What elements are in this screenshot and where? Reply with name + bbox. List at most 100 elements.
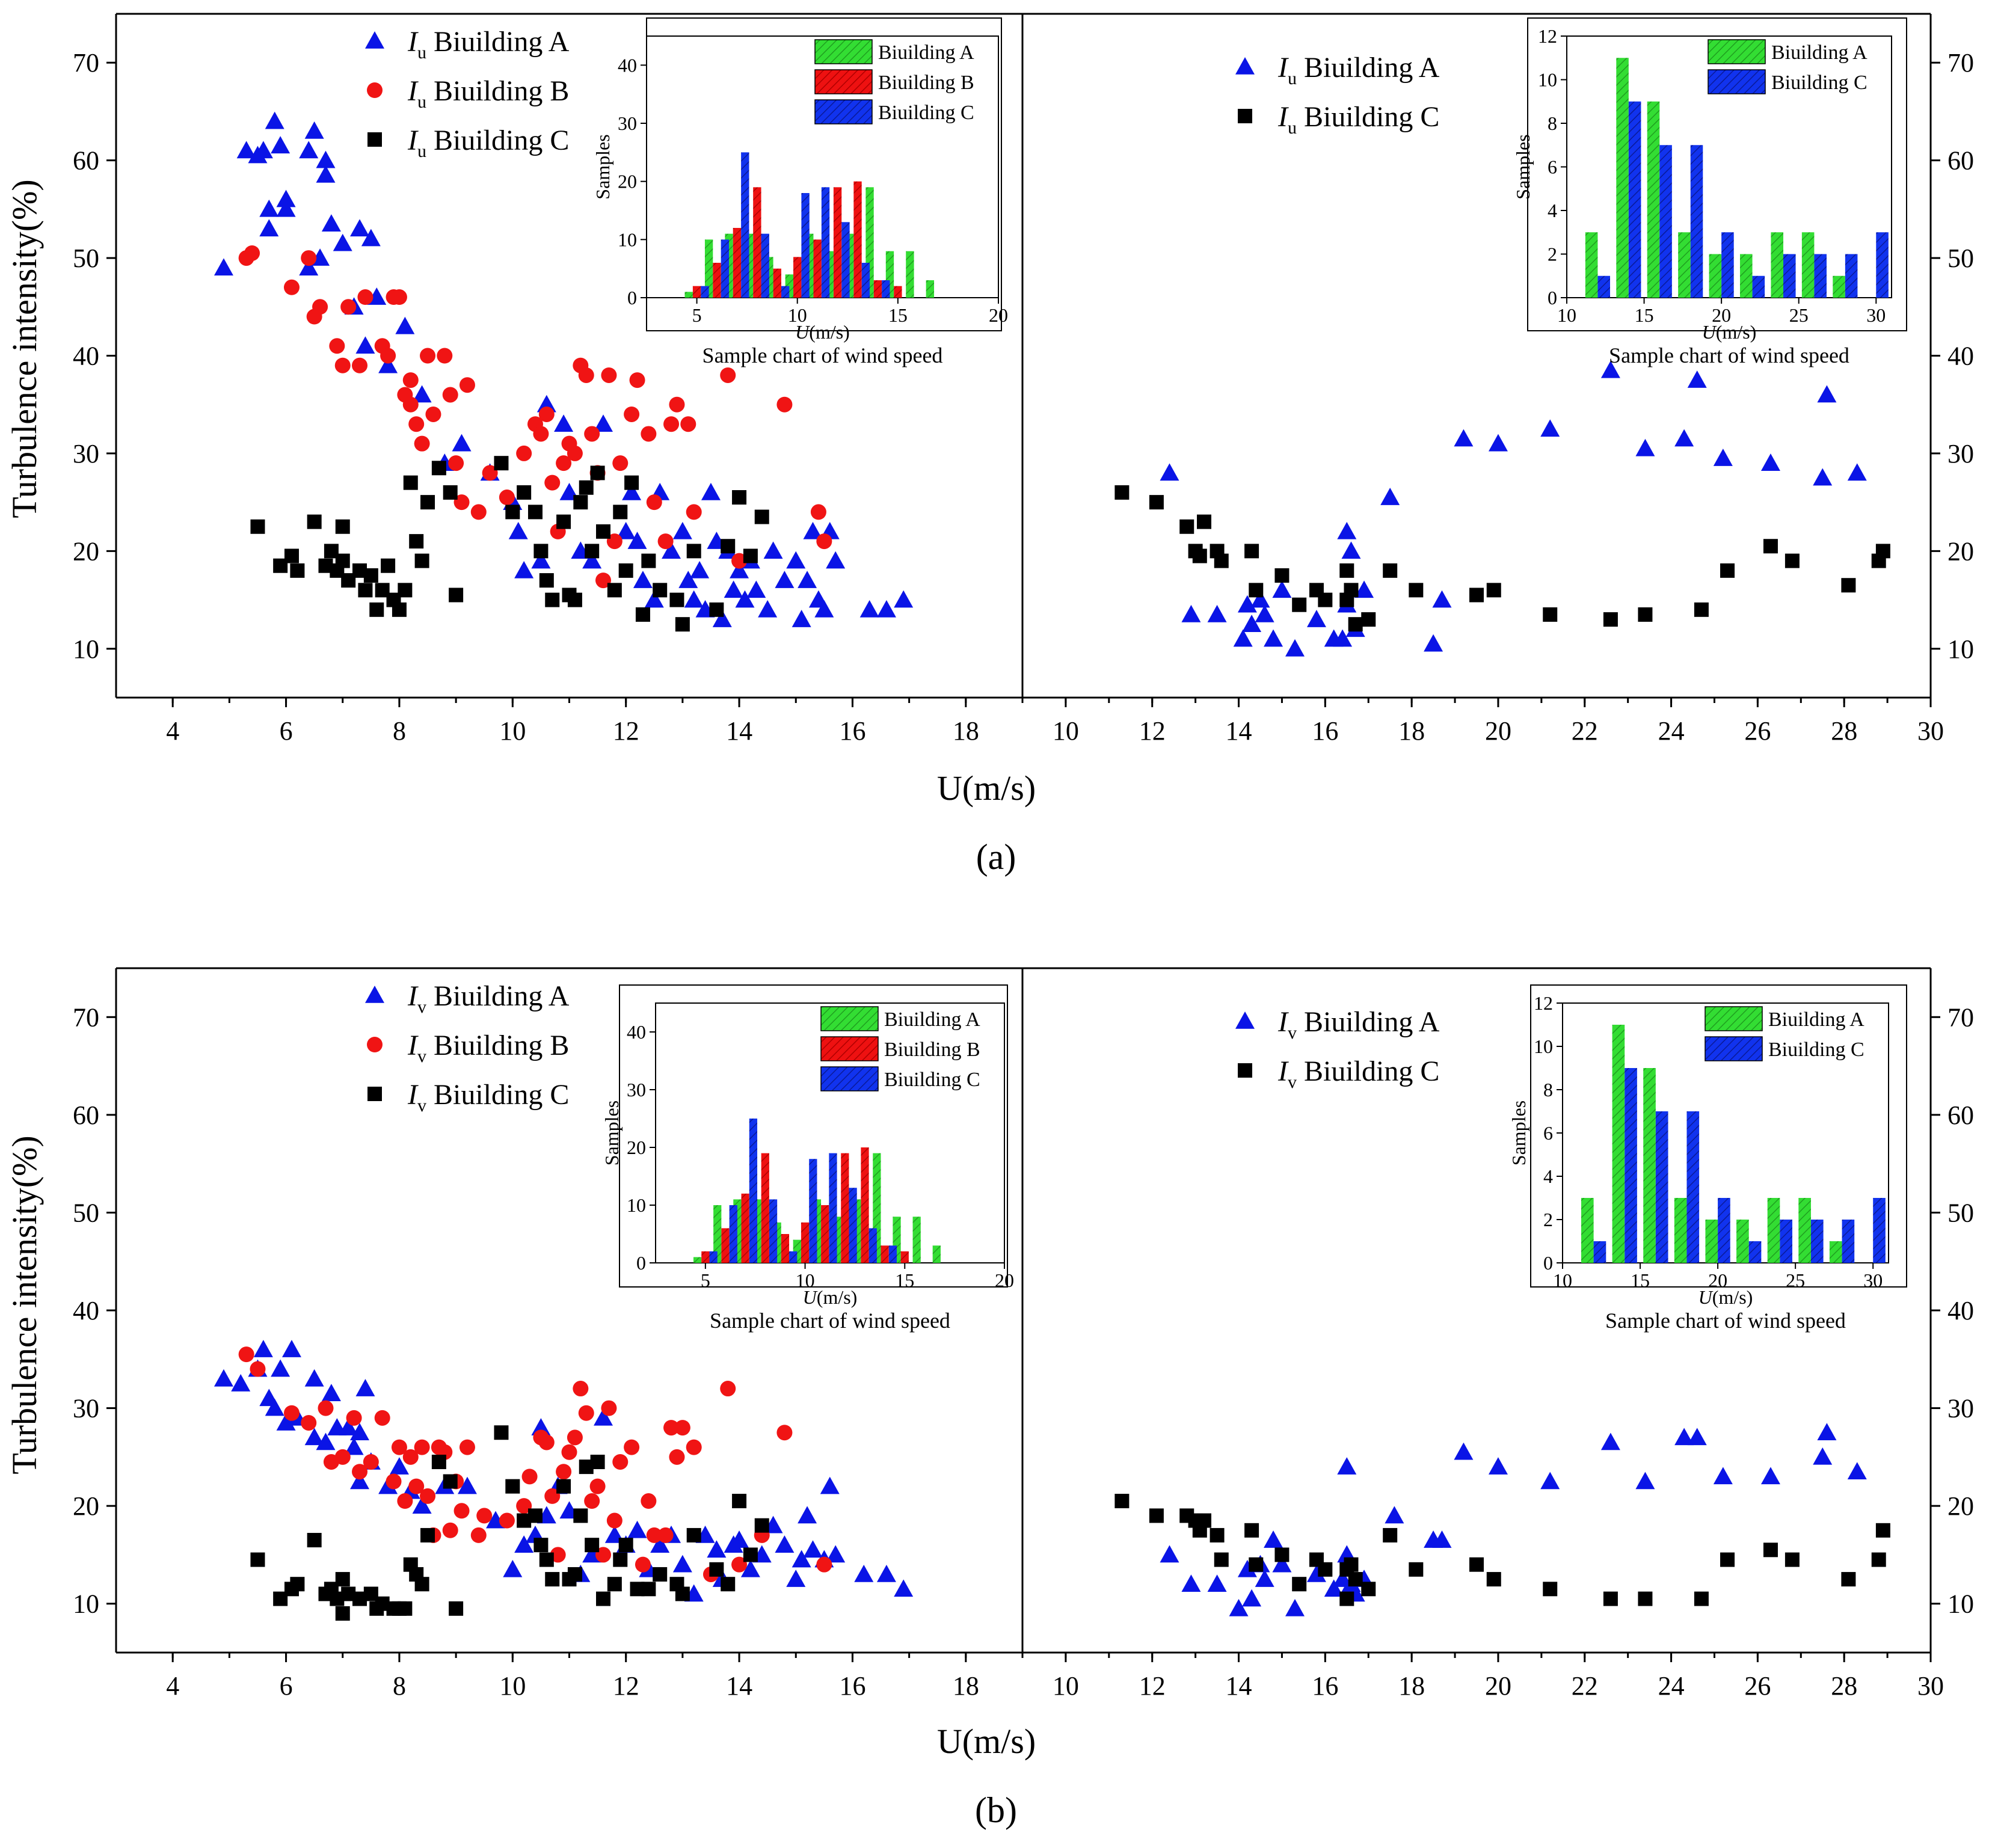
data-point-B — [283, 279, 300, 295]
data-point-C — [335, 1606, 350, 1621]
inset-title: Sample chart of wind speed — [710, 1309, 950, 1333]
data-point-A — [1229, 1598, 1249, 1616]
data-point-A — [508, 521, 528, 539]
x-tick-label: 10 — [1053, 1671, 1079, 1701]
inset-y-tick-label: 12 — [1534, 992, 1553, 1014]
bar-hblue — [841, 222, 850, 298]
data-point-B — [357, 289, 374, 305]
data-point-C — [1244, 544, 1259, 559]
data-point-C — [527, 1508, 543, 1523]
legend-label-A: Iv Biuilding A — [407, 980, 570, 1017]
bar-hblue — [1597, 275, 1610, 298]
data-point-C — [443, 485, 458, 500]
data-point-A — [321, 214, 341, 232]
x-tick-label: 24 — [1658, 716, 1685, 746]
inset-y-tick-label: 6 — [1548, 156, 1557, 178]
bar-hblue — [1814, 254, 1827, 298]
data-point-C — [1114, 485, 1130, 500]
data-point-C — [1249, 1557, 1264, 1572]
data-point-C — [420, 495, 435, 510]
data-point-B — [538, 406, 555, 422]
y-tick-label: 50 — [73, 1198, 99, 1227]
data-point-C — [1469, 588, 1484, 603]
data-point-A — [1760, 1467, 1780, 1485]
data-point-C — [494, 456, 509, 471]
inset-legend-label-hred: Biuilding B — [884, 1039, 980, 1061]
data-point-A — [1250, 590, 1270, 608]
data-point-A — [594, 414, 613, 432]
data-point-B — [414, 435, 430, 452]
data-point-A — [344, 1437, 364, 1455]
data-point-B — [420, 1488, 436, 1504]
bar-hgreen — [693, 1257, 702, 1263]
data-point-A — [253, 141, 273, 159]
data-point-C — [607, 1577, 622, 1592]
data-point-B — [402, 1449, 419, 1465]
bar-hblue — [1593, 1241, 1606, 1263]
data-point-B — [657, 1527, 674, 1543]
inset-y-tick-label: 20 — [627, 1137, 646, 1158]
data-point-A — [803, 1540, 823, 1558]
data-point-C — [1214, 553, 1229, 568]
x-tick-label: 16 — [1312, 716, 1338, 746]
bar-hred — [753, 187, 761, 298]
data-point-A — [514, 560, 534, 579]
data-point-B — [550, 1547, 566, 1563]
bar-hgreen — [1616, 58, 1629, 298]
data-point-C — [624, 475, 639, 490]
x-tick-label: 4 — [166, 716, 179, 746]
data-point-A — [378, 355, 398, 373]
data-point-C — [1344, 1557, 1359, 1572]
data-point-C — [1179, 519, 1194, 534]
inset-y-tick-label: 8 — [1543, 1079, 1553, 1101]
bar-hblue — [1780, 1220, 1792, 1263]
data-point-B — [420, 348, 436, 364]
data-point-A — [1488, 1457, 1508, 1475]
data-point-C — [641, 1582, 656, 1597]
bar-hblue — [1748, 1241, 1762, 1263]
data-point-C — [443, 1474, 458, 1489]
bar-hred — [733, 228, 742, 298]
y-tick-label: 30 — [73, 1394, 99, 1423]
data-point-C — [1486, 1572, 1501, 1587]
data-point-B — [470, 504, 487, 520]
data-point-A — [304, 1428, 324, 1446]
data-point-C — [414, 1577, 429, 1592]
bar-hblue — [749, 1119, 758, 1263]
data-point-A — [775, 571, 795, 588]
inset-y-tick-label: 30 — [627, 1079, 646, 1101]
data-point-A — [1337, 521, 1357, 539]
inset-title: Sample chart of wind speed — [1609, 343, 1849, 367]
data-point-B — [641, 1493, 657, 1509]
data-point-A — [672, 1555, 692, 1573]
data-point-B — [408, 416, 425, 432]
bar-hblue — [809, 1159, 817, 1263]
data-point-A — [1385, 1506, 1404, 1524]
data-point-A — [276, 189, 296, 207]
data-point-C — [414, 553, 429, 568]
data-point-B — [595, 1547, 612, 1563]
inset-x-tick-label: 30 — [1863, 1269, 1883, 1291]
data-point-C — [1383, 563, 1398, 578]
inset-legend-swatch-hblue — [1708, 69, 1766, 94]
inset-legend-swatch-hblue — [820, 1066, 879, 1091]
data-point-C — [675, 1586, 690, 1601]
data-point-A — [1181, 1574, 1201, 1592]
data-point-A — [740, 1559, 760, 1577]
data-point-A — [730, 560, 749, 579]
data-point-A — [820, 1476, 840, 1494]
data-point-A — [763, 541, 783, 559]
data-point-B — [556, 1464, 572, 1480]
data-point-B — [521, 1469, 538, 1485]
data-point-A — [389, 1457, 409, 1475]
data-point-B — [482, 465, 498, 481]
data-point-A — [814, 600, 834, 618]
inset-legend-swatch-hblue — [1705, 1036, 1763, 1061]
data-point-C — [1210, 1527, 1225, 1543]
data-point-C — [653, 583, 668, 598]
data-point-A — [627, 1520, 647, 1538]
data-point-A — [321, 1384, 341, 1401]
data-point-B — [589, 1478, 606, 1494]
x-tick-label: 14 — [726, 716, 752, 746]
data-point-B — [533, 426, 549, 442]
